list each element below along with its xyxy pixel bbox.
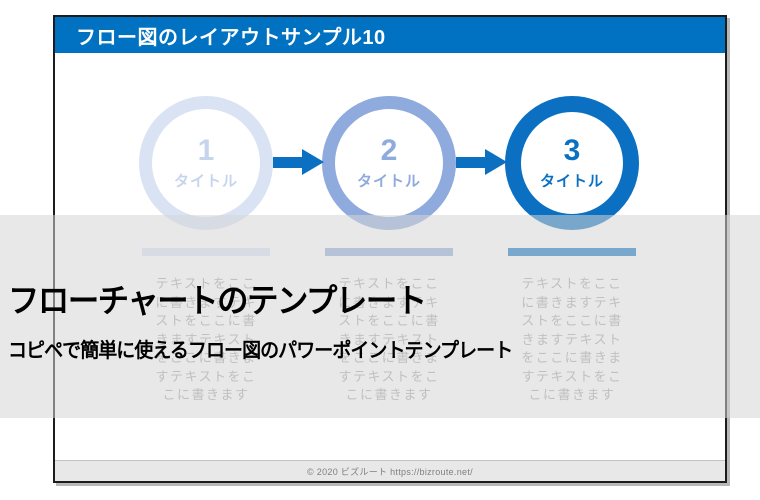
arrow-head [485,149,507,175]
slide-footer: © 2020 ビズルート https://bizroute.net/ [55,460,725,481]
flow-step-3: 3 タイトル テキストをここ に書きますテキ ストをここに書 きますテキスト を… [505,96,639,405]
step-circle-3: 3 タイトル [505,96,639,230]
slide: フロー図のレイアウトサンプル10 1 タイトル テキストをここ に書きますテキ … [53,15,727,483]
step-number: 2 [380,134,398,168]
slide-title-bar: フロー図のレイアウトサンプル10 [55,17,725,53]
step-circle-1: 1 タイトル [139,96,273,230]
step-number: 3 [563,134,581,168]
step-divider-bar [508,248,636,256]
step-divider-bar [142,248,270,256]
caption-title: フローチャートのテンプレート [8,282,427,319]
right-arrow-icon [273,149,324,175]
step-label: タイトル [356,172,421,190]
arrow-shaft [456,156,485,168]
step-number: 1 [197,134,215,168]
caption-subtitle: コピペで簡単に使えるフロー図のパワーポイントテンプレート [8,340,513,362]
step-label: タイトル [173,172,238,190]
step-divider-bar [325,248,453,256]
step-label: タイトル [539,172,604,190]
right-arrow-icon [456,149,507,175]
copyright-text: © 2020 ビズルート https://bizroute.net/ [307,466,473,477]
step-body-text: テキストをここ に書きますテキ ストをここに書 きますテキスト をここに書きま … [521,276,623,402]
arrow-shaft [273,156,302,168]
step-circle-2: 2 タイトル [322,96,456,230]
arrow-head [302,149,324,175]
slide-title: フロー図のレイアウトサンプル10 [76,26,386,49]
